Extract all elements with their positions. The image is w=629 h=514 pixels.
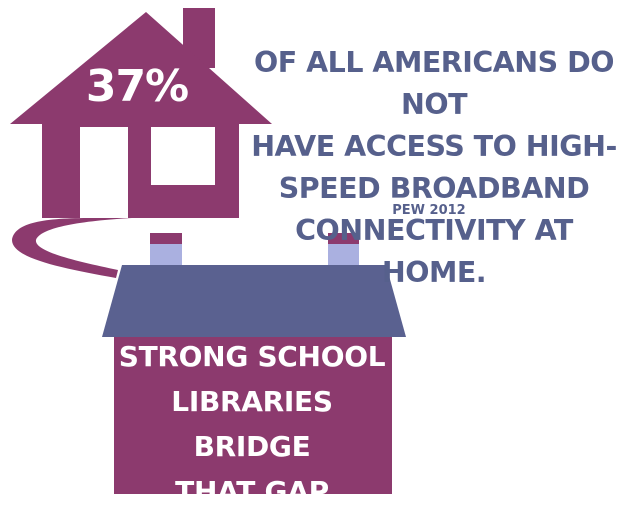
house-body (10, 12, 272, 218)
school-roof (102, 265, 406, 337)
headline-line: HAVE ACCESS TO HIGH- (251, 130, 617, 163)
headline-line: SPEED BROADBAND (278, 172, 590, 205)
house-window (151, 127, 215, 185)
source-citation: PEW 2012 (392, 203, 466, 218)
tagline-line: THAT GAP (175, 475, 329, 508)
school-chimney-right-cap (328, 233, 359, 244)
house-door (80, 127, 128, 218)
school-wall (114, 337, 392, 494)
headline: OF ALL AMERICANS DO NOT HAVE ACCESS TO H… (248, 42, 620, 294)
house-icon (10, 8, 272, 218)
statistic-percentage: 37% (85, 61, 189, 112)
tagline-line: LIBRARIES BRIDGE (171, 385, 333, 463)
headline-line: OF ALL AMERICANS DO NOT (253, 46, 615, 121)
winding-path (12, 218, 132, 278)
tagline-line: STRONG SCHOOL (118, 340, 386, 373)
headline-line: CONNECTIVITY AT HOME. (295, 214, 573, 289)
school-building-icon (102, 233, 406, 494)
tagline: STRONG SCHOOL LIBRARIES BRIDGE THAT GAP (114, 334, 390, 514)
infographic-artwork (10, 8, 406, 494)
school-chimney-left-cap (150, 233, 182, 244)
